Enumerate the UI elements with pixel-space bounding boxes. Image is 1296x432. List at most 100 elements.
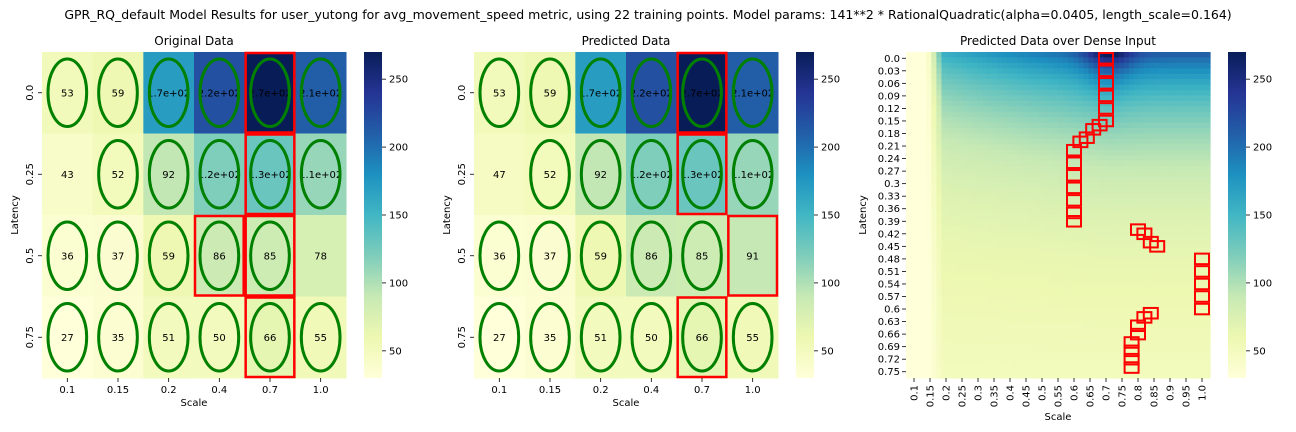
heatmap-cell [926, 258, 932, 265]
heatmap-cell [1174, 345, 1181, 352]
heatmap-cell [1154, 100, 1160, 107]
heatmap-cell [987, 367, 993, 374]
heatmap-cell [911, 296, 917, 303]
heatmap-cell [1169, 79, 1176, 86]
heatmap-cell [987, 138, 993, 145]
heatmap-cell [1204, 176, 1211, 183]
x-tick-label: 1.0 [745, 385, 761, 396]
heatmap-cell [916, 128, 922, 135]
heatmap-cell [1017, 100, 1024, 107]
heatmap-cell [1017, 57, 1024, 64]
x-tick-label: 0.45 [1022, 385, 1033, 407]
heatmap-cell [1103, 133, 1110, 140]
heatmap-cell [1123, 176, 1130, 183]
y-tick-label: 0.48 [878, 254, 900, 265]
heatmap-cell [1108, 258, 1115, 265]
heatmap-cell [1139, 160, 1145, 167]
heatmap-cell [966, 193, 973, 200]
heatmap-cell [1063, 111, 1069, 118]
heatmap-cell [1199, 361, 1206, 368]
heatmap-cell [987, 242, 993, 249]
heatmap-cell [931, 291, 937, 298]
heatmap-cell [916, 144, 922, 151]
heatmap-cell [1063, 225, 1069, 232]
y-tick-label: 0.0 [884, 54, 900, 65]
heatmap-cell [1098, 253, 1105, 260]
heatmap-cell [1154, 144, 1160, 151]
heatmap-cell [1134, 209, 1140, 216]
heatmap-cell [1002, 100, 1008, 107]
heatmap-cell [1088, 79, 1095, 86]
heatmap-cell [921, 144, 927, 151]
heatmap-cell [926, 236, 932, 243]
heatmap-cell [1184, 312, 1191, 319]
heatmap-cell [1139, 52, 1145, 59]
heatmap-cell [1204, 193, 1211, 200]
heatmap-cell [992, 84, 998, 91]
heatmap-cell [987, 215, 993, 222]
heatmap-cell [1017, 242, 1024, 249]
heatmap-cell [946, 209, 953, 216]
heatmap-cell [1174, 95, 1181, 102]
heatmap-cell [982, 73, 988, 80]
heatmap-cell [916, 372, 922, 379]
heatmap-cell [1123, 225, 1130, 232]
heatmap-cell [1012, 117, 1019, 124]
heatmap-cell [1123, 166, 1130, 173]
heatmap-cell [1139, 263, 1145, 270]
heatmap-cell [992, 318, 998, 325]
heatmap-cell [1144, 209, 1150, 216]
heatmap-cell [1068, 68, 1074, 75]
heatmap-cell [1134, 122, 1140, 129]
heatmap-cell [1047, 307, 1054, 314]
heatmap-cell [951, 329, 958, 336]
heatmap-cell [1204, 68, 1211, 75]
chart-title: Predicted Data [582, 34, 671, 48]
heatmap-cell [976, 155, 983, 162]
heatmap-cell [946, 149, 953, 156]
heatmap-cell [1058, 90, 1064, 97]
heatmap-cell [1169, 312, 1176, 319]
y-axis-label: Latency [442, 195, 453, 235]
heatmap-cell [951, 274, 958, 281]
heatmap-cell [941, 301, 948, 308]
heatmap-cell [1088, 122, 1095, 129]
heatmap-cell [1139, 372, 1145, 379]
heatmap-cell [956, 193, 963, 200]
heatmap-cell [951, 144, 958, 151]
heatmap-cell [1002, 57, 1008, 64]
heatmap-cell [1027, 198, 1034, 205]
x-tick-label: 0.75 [1118, 385, 1129, 407]
heatmap-cell [1118, 62, 1125, 69]
heatmap-cell [1174, 372, 1181, 379]
heatmap-cell [992, 247, 998, 254]
heatmap-cell [1032, 361, 1039, 368]
heatmap-cell [1098, 79, 1105, 86]
heatmap-cell [1108, 155, 1115, 162]
cell-value-label: 27 [493, 333, 506, 344]
heatmap-cell [1052, 171, 1059, 178]
heatmap-cell [946, 274, 953, 281]
heatmap-cell [982, 242, 988, 249]
heatmap-cell [1134, 296, 1140, 303]
heatmap-cell [906, 345, 912, 352]
heatmap-cell [1078, 95, 1084, 102]
y-tick-label: 0.39 [878, 217, 900, 228]
heatmap-cell [931, 73, 937, 80]
heatmap-cell [987, 160, 993, 167]
heatmap-cell [1194, 291, 1201, 298]
heatmap-cell [931, 198, 937, 205]
heatmap-cell [1007, 280, 1013, 287]
heatmap-cell [1113, 144, 1120, 151]
heatmap-cell [1052, 225, 1059, 232]
heatmap-cell [941, 68, 948, 75]
y-axis-label: Latency [10, 195, 21, 235]
heatmap-cell [982, 100, 988, 107]
heatmap-cell [1139, 345, 1145, 352]
colorbar-tick-label: 250 [1253, 75, 1272, 86]
heatmap-cell [966, 209, 973, 216]
heatmap-cell [1047, 372, 1054, 379]
heatmap-cell [1194, 84, 1201, 91]
heatmap-cell [1194, 220, 1201, 227]
heatmap-cell [1139, 329, 1145, 336]
